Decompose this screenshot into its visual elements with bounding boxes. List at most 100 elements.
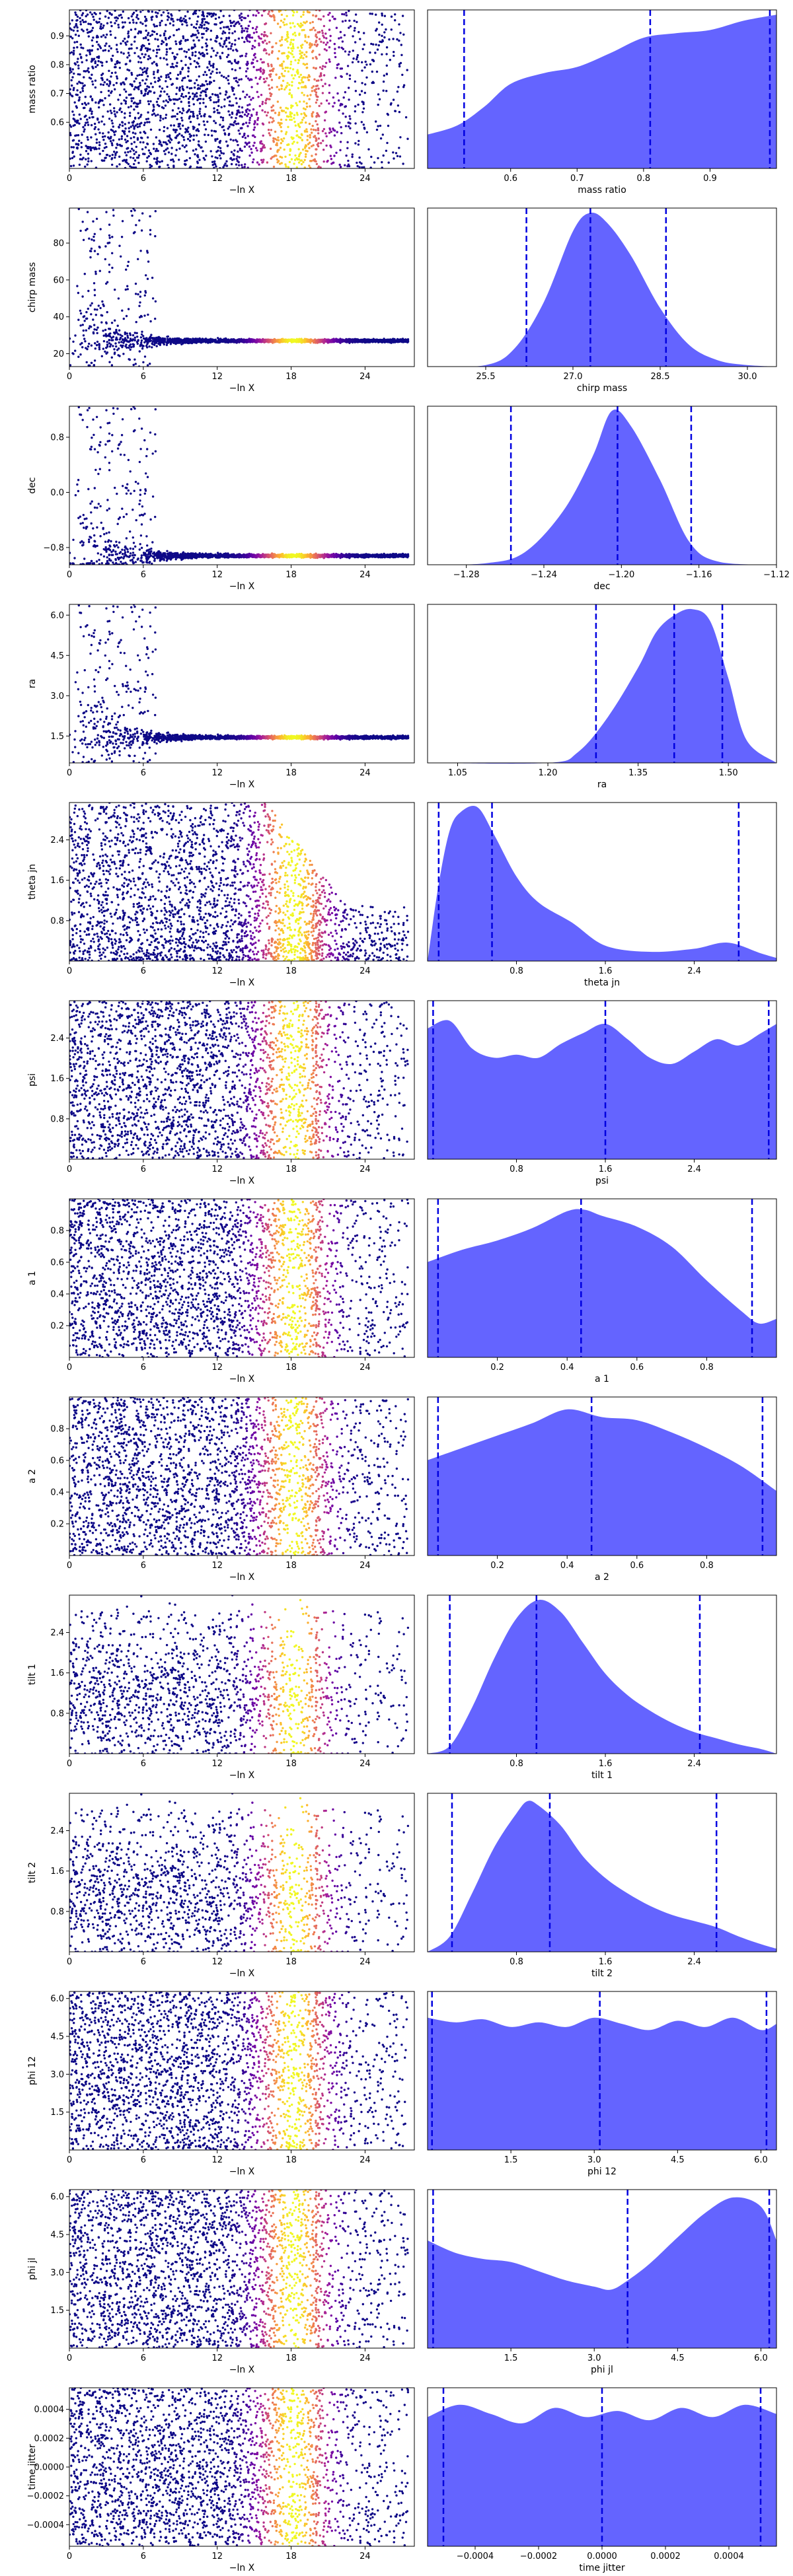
density-area-theta-jn bbox=[428, 806, 776, 961]
samples-scatter-theta-jn bbox=[69, 803, 410, 961]
scatter-y-tick-label: 1.6 bbox=[50, 876, 64, 886]
density-area-chirp-mass bbox=[428, 212, 776, 367]
scatter-x-tick-label: 6 bbox=[141, 966, 146, 976]
scatter-x-tick-label: 6 bbox=[141, 1363, 146, 1373]
trace-row-phi-jl: 0 6 12 18 24 −ln X 1.5 3.0 4.5 6.0 phi jl 1.5 3.0 4.5… bbox=[27, 2189, 777, 2375]
density-x-tick-label: 0.0002 bbox=[650, 2552, 681, 2561]
scatter-x-tick-label: 6 bbox=[141, 2552, 146, 2561]
scatter-x-tick-label: 6 bbox=[141, 1957, 146, 1967]
samples-scatter-phi-jl bbox=[69, 2190, 409, 2348]
scatter-x-tick-label: 24 bbox=[359, 966, 371, 976]
scatter-axes-frame bbox=[69, 1396, 415, 1556]
scatter-y-tick-label: 1.6 bbox=[50, 1867, 64, 1877]
scatter-y-tick-label: −0.0004 bbox=[27, 2521, 64, 2530]
scatter-x-tick-label: 6 bbox=[141, 372, 146, 382]
scatter-x-tick-label: 18 bbox=[285, 1957, 297, 1967]
trace-row-time-jitter: 0 6 12 18 24 −ln X −0.0004 −0.0002 0.0000 0.0002 0… bbox=[27, 2387, 777, 2573]
scatter-y-axis-label: tilt 1 bbox=[27, 1664, 38, 1685]
trace-row-phi-12: 0 6 12 18 24 −ln X 1.5 3.0 4.5 6.0 phi 12 1.5 3.0 4.5… bbox=[27, 1991, 777, 2177]
scatter-y-tick-label: 0.7 bbox=[50, 89, 64, 99]
scatter-y-tick-label: 6.0 bbox=[50, 611, 64, 621]
scatter-x-axis-label: −ln X bbox=[229, 1176, 255, 1186]
density-area-a-1 bbox=[428, 1209, 776, 1357]
density-x-tick-label: −1.28 bbox=[453, 570, 480, 580]
scatter-y-tick-label: −0.8 bbox=[43, 543, 64, 553]
scatter-x-tick-label: 0 bbox=[67, 2155, 72, 2165]
scatter-y-tick-label: 0.8 bbox=[50, 1907, 64, 1917]
density-x-axis-label: tilt 2 bbox=[591, 1968, 613, 1979]
trace-row-dec: 0 6 12 18 24 −ln X −0.8 0.0 0.8 dec −1.28 −1.24 −1.2… bbox=[27, 406, 790, 592]
scatter-x-tick-label: 0 bbox=[67, 570, 72, 580]
scatter-y-tick-label: 0.0004 bbox=[34, 2405, 65, 2415]
density-x-axis-label: phi jl bbox=[591, 2365, 613, 2375]
scatter-x-tick-label: 24 bbox=[359, 1957, 371, 1967]
scatter-y-axis-label: mass ratio bbox=[27, 65, 38, 114]
scatter-x-tick-label: 6 bbox=[141, 2353, 146, 2363]
density-x-tick-label: 27.0 bbox=[564, 372, 583, 382]
scatter-x-axis-label: −ln X bbox=[229, 185, 255, 196]
scatter-x-tick-label: 18 bbox=[285, 2552, 297, 2561]
scatter-y-tick-label: 0.2 bbox=[50, 1322, 64, 1332]
density-x-tick-label: 0.9 bbox=[703, 174, 717, 184]
density-x-tick-label: 0.8 bbox=[700, 1363, 714, 1373]
density-axes-frame bbox=[427, 207, 777, 367]
scatter-x-tick-label: 12 bbox=[211, 570, 223, 580]
scatter-x-tick-label: 24 bbox=[359, 1759, 371, 1769]
scatter-x-tick-label: 6 bbox=[141, 570, 146, 580]
density-x-tick-label: 0.4 bbox=[560, 1561, 574, 1571]
density-x-tick-label: 0.4 bbox=[560, 1363, 574, 1373]
scatter-x-tick-label: 24 bbox=[359, 2155, 371, 2165]
scatter-axes-frame bbox=[69, 604, 415, 764]
scatter-x-tick-label: 0 bbox=[67, 1957, 72, 1967]
scatter-x-tick-label: 0 bbox=[67, 768, 72, 778]
scatter-x-tick-label: 18 bbox=[285, 2353, 297, 2363]
density-x-tick-label: −1.24 bbox=[531, 570, 557, 580]
scatter-x-tick-label: 18 bbox=[285, 768, 297, 778]
scatter-y-tick-label: 4.5 bbox=[50, 2231, 64, 2240]
trace-row-mass-ratio: 0 6 12 18 24 −ln X 0.6 0.7 0.8 0.9 mass ratio 0.6 0.… bbox=[27, 9, 777, 196]
trace-row-tilt-1: 0 6 12 18 24 −ln X 0.8 1.6 2.4 tilt 1 0.8 1.6 2.4 til… bbox=[27, 1594, 777, 1781]
scatter-x-tick-label: 12 bbox=[211, 1759, 223, 1769]
density-x-tick-label: −1.16 bbox=[686, 570, 712, 580]
scatter-y-axis-label: theta jn bbox=[27, 864, 38, 900]
density-axes-frame bbox=[427, 604, 777, 764]
scatter-x-tick-label: 24 bbox=[359, 174, 371, 184]
density-x-tick-label: 1.5 bbox=[504, 2353, 518, 2363]
scatter-y-tick-label: 6.0 bbox=[50, 2192, 64, 2202]
density-area-a-2 bbox=[428, 1409, 776, 1556]
scatter-x-tick-label: 18 bbox=[285, 2155, 297, 2165]
scatter-axes-frame bbox=[69, 9, 415, 169]
scatter-y-axis-label: ra bbox=[27, 679, 38, 688]
scatter-axes-frame bbox=[69, 406, 415, 565]
density-x-tick-label: 3.0 bbox=[587, 2353, 601, 2363]
density-x-axis-label: chirp mass bbox=[577, 383, 627, 394]
density-x-axis-label: tilt 1 bbox=[591, 1770, 613, 1781]
density-x-tick-label: 30.0 bbox=[738, 372, 757, 382]
scatter-x-tick-label: 18 bbox=[285, 174, 297, 184]
scatter-x-tick-label: 0 bbox=[67, 1164, 72, 1174]
scatter-x-tick-label: 0 bbox=[67, 174, 72, 184]
scatter-y-tick-label: 0.4 bbox=[50, 1488, 64, 1498]
scatter-x-tick-label: 0 bbox=[67, 2552, 72, 2561]
scatter-axes-frame bbox=[69, 1991, 415, 2151]
scatter-x-axis-label: −ln X bbox=[229, 978, 255, 988]
scatter-x-tick-label: 24 bbox=[359, 1363, 371, 1373]
scatter-y-tick-label: 0.8 bbox=[50, 1709, 64, 1719]
scatter-x-tick-label: 0 bbox=[67, 1561, 72, 1571]
scatter-y-tick-label: 0.9 bbox=[50, 32, 64, 42]
scatter-x-tick-label: 6 bbox=[141, 1759, 146, 1769]
scatter-y-axis-label: tilt 2 bbox=[27, 1862, 38, 1883]
scatter-y-tick-label: 1.5 bbox=[50, 2306, 64, 2316]
scatter-y-axis-label: a 2 bbox=[27, 1469, 38, 1484]
density-x-axis-label: time jitter bbox=[579, 2563, 624, 2573]
density-x-tick-label: 0.8 bbox=[700, 1561, 714, 1571]
density-x-tick-label: −0.0002 bbox=[520, 2552, 557, 2561]
scatter-x-tick-label: 18 bbox=[285, 966, 297, 976]
scatter-x-axis-label: −ln X bbox=[229, 1770, 255, 1781]
scatter-x-tick-label: 24 bbox=[359, 1164, 371, 1174]
density-axes-frame bbox=[427, 2189, 777, 2349]
density-x-axis-label: dec bbox=[593, 581, 610, 592]
scatter-y-tick-label: 1.5 bbox=[50, 732, 64, 742]
scatter-y-tick-label: 2.4 bbox=[50, 1034, 64, 1044]
